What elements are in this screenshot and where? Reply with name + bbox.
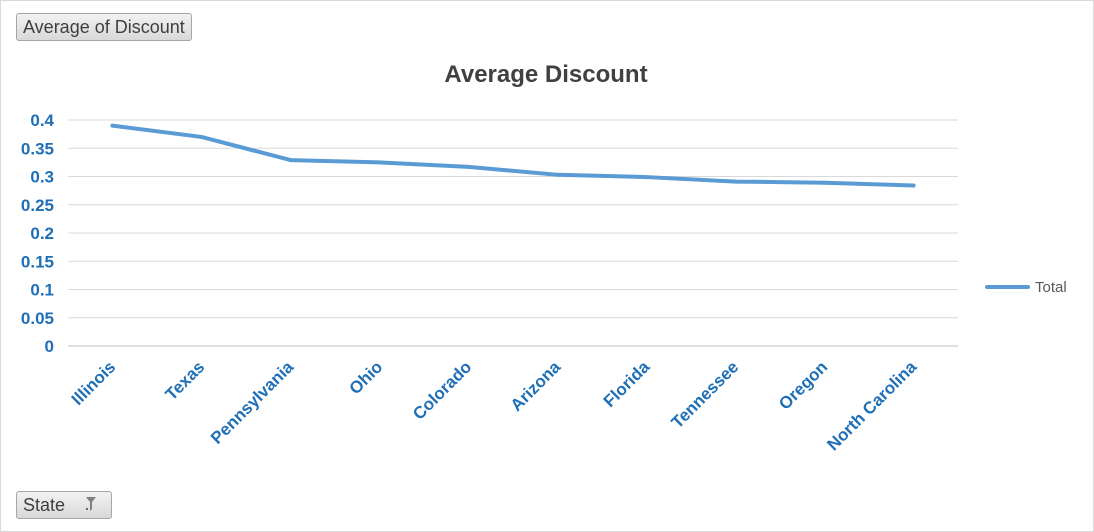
- x-tick-label: Oregon: [775, 357, 831, 413]
- axis-field-button[interactable]: State: [16, 491, 112, 519]
- data-point[interactable]: [199, 134, 204, 139]
- y-tick-label: 0.15: [21, 252, 54, 271]
- chart-title: Average Discount: [444, 61, 647, 88]
- data-point[interactable]: [110, 123, 115, 128]
- value-field-button[interactable]: Average of Discount: [16, 13, 192, 41]
- y-axis-tick-labels: 0 0.05 0.1 0.15 0.2 0.25 0.3 0.35 0.4: [21, 111, 55, 356]
- legend: Total: [985, 279, 1067, 296]
- y-tick-label: 0.35: [21, 139, 54, 158]
- x-tick-label: Florida: [600, 357, 654, 411]
- x-tick-label: Texas: [162, 357, 209, 404]
- gridlines: [68, 119, 958, 347]
- x-tick-label: Illinois: [68, 357, 120, 409]
- filter-icon[interactable]: [85, 495, 97, 513]
- data-point[interactable]: [466, 164, 471, 169]
- x-tick-label: Ohio: [346, 357, 387, 398]
- data-point[interactable]: [377, 160, 382, 165]
- data-point[interactable]: [733, 179, 738, 184]
- y-tick-label: 0.4: [30, 111, 54, 130]
- x-tick-label: Pennsylvania: [207, 357, 298, 448]
- x-tick-label: Tennessee: [668, 357, 743, 432]
- y-tick-label: 0.3: [30, 168, 54, 187]
- y-tick-label: 0.1: [30, 281, 54, 300]
- y-tick-label: 0.05: [21, 309, 54, 328]
- x-tick-label: Colorado: [409, 357, 475, 423]
- data-point[interactable]: [644, 175, 649, 180]
- series-line-total[interactable]: [110, 123, 916, 188]
- y-tick-label: 0: [45, 337, 54, 356]
- y-tick-label: 0.25: [21, 196, 54, 215]
- series-lines: [110, 123, 916, 188]
- data-point[interactable]: [822, 180, 827, 185]
- data-point[interactable]: [555, 172, 560, 177]
- data-point[interactable]: [288, 158, 293, 163]
- x-tick-label: Arizona: [507, 357, 565, 415]
- data-point[interactable]: [911, 183, 916, 188]
- legend-label: Total: [1035, 279, 1067, 296]
- axis-field-label: State: [23, 495, 66, 515]
- x-tick-label: North Carolina: [823, 357, 920, 454]
- y-tick-label: 0.2: [30, 224, 54, 243]
